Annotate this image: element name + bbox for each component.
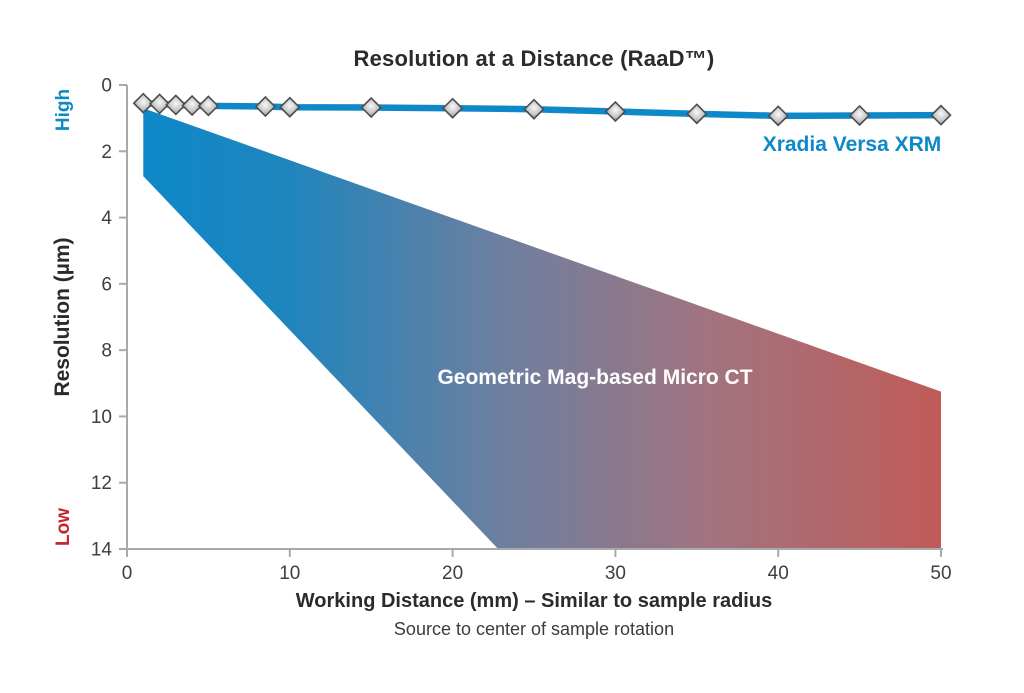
- diamond-marker: [930, 104, 952, 126]
- band-geometric-mag-micro-ct: [143, 108, 941, 549]
- y-axis-high-annotation: High: [53, 88, 74, 132]
- y-axis-title: Resolution (µm): [51, 237, 74, 397]
- y-tick-label: 2: [101, 142, 112, 163]
- diamond-marker: [279, 96, 301, 118]
- x-axis-subtitle: Source to center of sample rotation: [393, 619, 675, 639]
- y-tick-label: 10: [91, 407, 112, 428]
- x-axis-title: Working Distance (mm) – Similar to sampl…: [295, 590, 773, 612]
- diamond-marker: [441, 97, 464, 119]
- diamond-marker: [197, 95, 220, 117]
- diamond-marker: [767, 105, 789, 127]
- y-tick-label: 8: [101, 341, 112, 362]
- diamond-marker: [165, 94, 187, 116]
- x-tick-label: 20: [442, 563, 463, 584]
- diamond-marker: [132, 92, 154, 114]
- diamond-marker: [181, 94, 203, 117]
- diamond-marker: [523, 98, 545, 120]
- y-tick-label: 0: [101, 76, 112, 97]
- x-tick-label: 50: [930, 563, 951, 584]
- chart-title: Resolution at a Distance (RaaD™): [353, 46, 715, 71]
- x-tick-label: 40: [768, 563, 789, 584]
- y-tick-label: 6: [101, 274, 112, 295]
- diamond-marker: [360, 96, 382, 119]
- x-tick-label: 10: [279, 563, 300, 584]
- y-tick-label: 12: [91, 473, 112, 494]
- series-label-xradia-versa-xrm: Xradia Versa XRM: [762, 133, 942, 156]
- x-tick-label: 0: [122, 563, 133, 584]
- diamond-marker: [148, 93, 171, 115]
- x-tick-label: 30: [605, 563, 626, 584]
- y-axis-low-annotation: Low: [53, 508, 74, 546]
- y-tick-label: 4: [101, 208, 112, 229]
- y-tick-label: 14: [91, 540, 113, 561]
- diamond-marker: [254, 95, 277, 118]
- diamond-marker: [686, 103, 708, 125]
- diamond-marker: [604, 100, 627, 123]
- series-label-geometric-mag-micro-ct: Geometric Mag-based Micro CT: [437, 366, 753, 389]
- diamond-marker: [848, 104, 871, 127]
